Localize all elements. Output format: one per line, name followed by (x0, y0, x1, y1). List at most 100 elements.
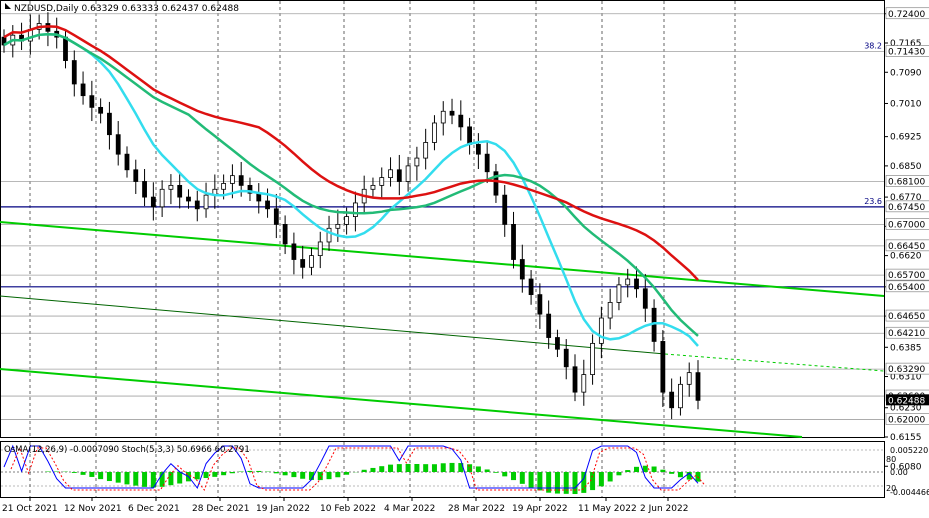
osma-bar (379, 466, 385, 472)
price-pane (0, 0, 885, 438)
level-price-label: 0.64210 (888, 329, 925, 339)
osma-bar (660, 469, 666, 472)
candle-body (309, 255, 314, 268)
date-label: 21 Oct 2021 (2, 504, 58, 514)
candle-body (89, 95, 95, 108)
osma-bar (124, 472, 130, 485)
candle-body (432, 122, 437, 143)
osma-bar (150, 472, 156, 488)
osma-bar (414, 463, 420, 472)
chart-header-label: NZDUSD,Daily 0.63329 0.63333 0.62437 0.6… (14, 4, 239, 14)
candle-body (634, 278, 639, 290)
level-price-box (885, 200, 929, 213)
candle-body (203, 194, 209, 210)
level-price-label: 0.67000 (888, 220, 925, 230)
candle-body (511, 224, 516, 260)
osma-bar (677, 472, 683, 478)
candle-body (98, 106, 104, 114)
date-label: 28 Dec 2021 (192, 504, 250, 514)
osma-bar (502, 472, 508, 477)
channel-lower-line (0, 368, 803, 438)
osma-bar (396, 464, 402, 472)
current-price-label: 0.62488 (888, 396, 925, 406)
candle-body (581, 374, 587, 393)
price-tick-label: 0.6925 (890, 133, 922, 143)
date-label: 19 Apr 2022 (512, 504, 568, 514)
channel-mid-extension (664, 353, 885, 372)
level-price-box (885, 239, 929, 252)
candle-body (572, 366, 578, 393)
candle-body (695, 372, 701, 401)
level-price-box (885, 280, 929, 293)
candle-body (352, 202, 358, 217)
candle-body (115, 134, 121, 155)
date-label: 11 May 2022 (578, 504, 637, 514)
candle-body (440, 110, 446, 124)
candle-body (467, 126, 472, 145)
date-label: 6 Dec 2021 (128, 504, 180, 514)
fib-label: 38.2 (864, 42, 882, 51)
osma-bar (554, 472, 560, 494)
price-tick-label: 0.6230 (890, 404, 922, 414)
candle-body (642, 288, 648, 309)
date-label: 19 Jan 2022 (256, 504, 310, 514)
osma-bar (115, 472, 121, 483)
osma-bar (177, 472, 183, 484)
candle-body (414, 157, 420, 167)
candle-body (625, 278, 631, 286)
osma-bar (405, 463, 411, 472)
osma-bar (581, 472, 587, 493)
level-price-label: 0.66450 (888, 242, 925, 252)
level-price-label: 0.65400 (888, 283, 925, 293)
osma-bar (106, 472, 112, 482)
osma-bar (229, 472, 235, 474)
osma-bar (458, 463, 464, 472)
level-price-box (885, 175, 929, 187)
osma-bar (133, 472, 139, 486)
level-price-box (885, 268, 929, 281)
level-price-box (885, 309, 929, 322)
candle-body (159, 188, 165, 208)
osma-bar (484, 469, 490, 472)
candle-body (537, 294, 543, 315)
candle-body (449, 110, 455, 116)
level-price-box (885, 362, 929, 375)
level-price-label: 0.71430 (888, 48, 925, 58)
level-price-label: 0.72400 (888, 10, 925, 20)
date-label: 2 Jun 2022 (640, 504, 688, 514)
osma-bar (80, 472, 86, 475)
osma-bar (431, 464, 437, 472)
candle-body (221, 183, 227, 190)
level-price-label: 0.63290 (888, 365, 925, 375)
candle-body (133, 169, 139, 182)
level-price-box (885, 45, 929, 57)
osma-bar (370, 467, 376, 472)
candle-body (317, 241, 323, 257)
osma-bar (273, 472, 279, 474)
osma-bar (344, 472, 350, 475)
osma-bar (168, 472, 174, 486)
level-price-label: 0.65700 (888, 271, 925, 281)
price-tick-label: 0.6155 (890, 433, 922, 443)
date-label: 4 Mar 2022 (384, 504, 435, 514)
osma-bar (546, 472, 552, 493)
osma-bar (449, 462, 455, 472)
candle-body (230, 175, 235, 184)
candle-body (607, 302, 613, 319)
osma-bar (361, 469, 367, 472)
osma-bar (642, 465, 648, 472)
candle-body (502, 194, 508, 225)
candle-body (194, 200, 200, 210)
price-tick-label: 0.6770 (890, 193, 922, 203)
candle-body (423, 142, 429, 159)
candle-body (71, 60, 77, 85)
osma-bar (537, 472, 543, 491)
osma-bar (572, 472, 578, 494)
candle-body (590, 342, 595, 375)
candle-body (142, 181, 147, 198)
candle-body (186, 196, 191, 202)
osma-bar (607, 472, 613, 482)
price-tick-label: 0.6385 (890, 343, 922, 353)
osma-bar (247, 470, 253, 472)
candle-body (80, 83, 86, 97)
